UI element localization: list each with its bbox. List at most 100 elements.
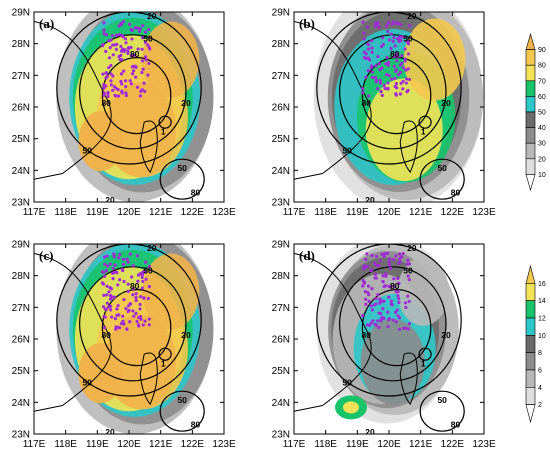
scatter-point xyxy=(129,45,133,50)
scatter-point xyxy=(130,28,134,33)
scatter-point xyxy=(109,83,113,87)
colorbar-tick-label: 10 xyxy=(538,172,546,179)
scatter-point xyxy=(391,318,395,322)
scatter-point xyxy=(140,47,144,51)
contour-line xyxy=(158,347,172,361)
scatter-point xyxy=(403,326,408,330)
shade-blob xyxy=(104,314,177,410)
scatter-point xyxy=(117,54,121,59)
scatter-point xyxy=(126,289,130,293)
scatter-point xyxy=(147,45,151,49)
y-tick-label: 27N xyxy=(12,303,30,314)
y-tick-label: 24N xyxy=(12,166,30,177)
y-tick-label: 23N xyxy=(12,430,30,441)
shade-blob xyxy=(403,18,466,101)
scatter-point xyxy=(362,267,366,271)
scatter-point xyxy=(369,66,373,70)
scatter-point xyxy=(389,266,393,270)
contour-label: 1 xyxy=(421,127,426,137)
scatter-point xyxy=(386,21,391,25)
y-tick-label: 25N xyxy=(12,366,30,377)
scatter-point xyxy=(382,285,386,289)
x-tick-label: 120E xyxy=(117,207,141,218)
scatter-point xyxy=(374,254,379,259)
shade-blob xyxy=(397,257,449,326)
x-tick-label: 117E xyxy=(23,439,46,450)
scatter-point xyxy=(377,325,381,330)
y-tick-label: 24N xyxy=(272,398,290,409)
scatter-point xyxy=(373,261,377,265)
scatter-point xyxy=(142,81,146,85)
contour-line xyxy=(56,244,202,397)
scatter-point xyxy=(399,81,403,85)
scatter-point xyxy=(404,77,409,81)
scatter-point xyxy=(374,64,378,68)
scatter-point xyxy=(115,307,119,311)
scatter-point xyxy=(103,255,107,259)
colorbar-tick-label: 2 xyxy=(538,402,542,409)
scatter-point xyxy=(147,61,151,65)
scatter-point xyxy=(390,77,394,81)
scatter-point xyxy=(386,81,390,85)
scatter-point xyxy=(361,284,365,288)
colorbar-tick-label: 4 xyxy=(538,385,542,392)
scatter-point xyxy=(136,279,140,283)
scatter-point xyxy=(124,84,128,89)
scatter-point xyxy=(101,72,105,76)
scatter-point xyxy=(378,68,382,72)
scatter-point xyxy=(137,315,141,320)
scatter-point xyxy=(111,277,115,281)
scatter-layer xyxy=(100,20,152,99)
scatter-point xyxy=(110,295,115,299)
scatter-point xyxy=(377,263,381,268)
scatter-point xyxy=(144,260,148,264)
contour-line xyxy=(101,288,172,367)
contour-label: 80 xyxy=(361,98,371,108)
scatter-point xyxy=(376,22,380,26)
scatter-point xyxy=(379,90,383,94)
y-tick-label: 24N xyxy=(272,166,290,177)
contour-label: 80 xyxy=(130,281,140,291)
scatter-point xyxy=(374,302,378,306)
x-tick-label: 118E xyxy=(314,439,337,450)
scatter-point xyxy=(373,272,377,276)
scatter-point xyxy=(378,259,382,263)
contour-label: 50 xyxy=(143,34,153,44)
scatter-point xyxy=(125,257,129,261)
scatter-point xyxy=(113,317,118,321)
scatter-point xyxy=(367,94,371,98)
scatter-point xyxy=(141,323,145,327)
scatter-point xyxy=(110,34,115,38)
scatter-point xyxy=(124,93,128,98)
contour-label: 20 xyxy=(147,243,157,253)
scatter-point xyxy=(135,26,140,30)
scatter-point xyxy=(119,44,123,48)
colorbar-segment xyxy=(525,369,536,388)
scatter-point xyxy=(370,308,374,312)
contour-label: 80 xyxy=(390,281,400,291)
scatter-point xyxy=(124,91,128,95)
scatter-point xyxy=(143,270,147,274)
scatter-point xyxy=(377,61,382,66)
contour-line xyxy=(339,34,447,150)
scatter-point xyxy=(144,55,148,59)
scatter-point xyxy=(398,260,402,264)
scatter-point xyxy=(136,323,141,327)
scatter-point xyxy=(387,318,391,322)
scatter-point xyxy=(394,290,398,294)
scatter-point xyxy=(141,279,145,284)
scatter-point xyxy=(117,24,121,28)
scatter-point xyxy=(396,294,400,298)
x-tick-label: 122E xyxy=(441,439,465,450)
scatter-point xyxy=(130,37,134,41)
x-tick-label: 122E xyxy=(181,207,205,218)
colorbar-segment xyxy=(525,127,536,144)
contour-line xyxy=(418,115,432,129)
scatter-point xyxy=(392,36,396,40)
scatter-point xyxy=(116,94,121,98)
contour-label: 20 xyxy=(365,427,375,437)
taiwan-outline xyxy=(139,352,158,406)
scatter-point xyxy=(405,39,409,43)
scatter-point xyxy=(378,78,382,82)
